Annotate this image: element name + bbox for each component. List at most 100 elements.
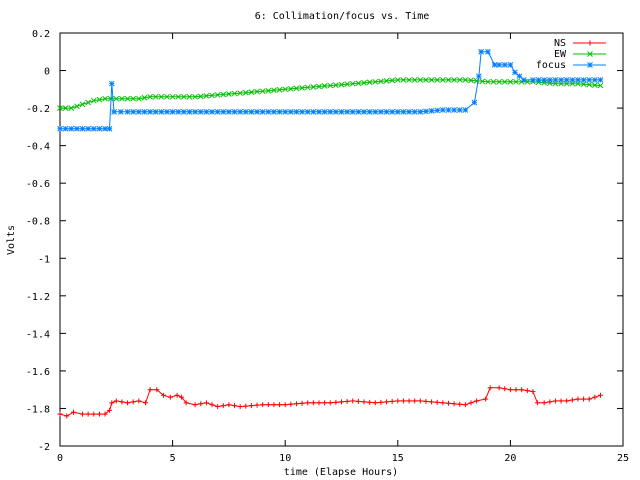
data-point-ns xyxy=(569,397,575,403)
data-point-focus xyxy=(197,108,204,115)
data-point-ns xyxy=(293,401,299,407)
data-point-ew xyxy=(372,78,379,85)
data-point-focus xyxy=(248,108,255,115)
x-tick-label: 20 xyxy=(504,453,516,464)
data-point-focus xyxy=(552,77,559,83)
data-point-ns xyxy=(113,398,119,404)
data-point-focus xyxy=(406,108,412,115)
data-point-focus xyxy=(428,108,435,114)
data-point-focus xyxy=(276,108,283,115)
data-point-focus xyxy=(361,108,367,115)
data-point-ns xyxy=(136,398,142,404)
data-point-ns xyxy=(147,387,153,393)
data-point-ew xyxy=(417,77,424,83)
x-tick-label: 5 xyxy=(170,453,176,464)
data-point-focus xyxy=(462,107,469,113)
data-point-ns xyxy=(384,399,390,405)
data-point-ew xyxy=(580,81,587,88)
data-point-ns xyxy=(333,399,339,405)
legend-marker xyxy=(587,40,593,46)
data-point-focus xyxy=(310,108,317,115)
data-point-focus xyxy=(316,108,322,115)
data-point-ew xyxy=(485,78,491,85)
legend-label: focus xyxy=(536,60,566,71)
data-point-ns xyxy=(457,401,463,407)
data-point-ns xyxy=(534,400,540,406)
data-point-focus xyxy=(344,108,350,115)
data-point-ew xyxy=(85,99,92,106)
data-point-ns xyxy=(344,398,350,404)
data-point-ew xyxy=(74,103,80,110)
data-point-ns xyxy=(91,411,97,417)
data-point-ns xyxy=(327,400,333,406)
data-point-ew xyxy=(366,79,373,86)
data-point-ns xyxy=(260,402,266,408)
data-point-ns xyxy=(179,394,185,400)
legend-label: NS xyxy=(554,38,566,49)
data-point-ew xyxy=(175,93,182,100)
data-point-focus xyxy=(102,125,108,132)
data-point-ns xyxy=(339,399,344,405)
data-point-ns xyxy=(130,399,136,405)
data-point-focus xyxy=(349,108,356,115)
data-point-focus xyxy=(220,108,227,115)
data-point-ew xyxy=(293,85,300,92)
data-point-ns xyxy=(226,402,232,408)
data-point-ns xyxy=(237,404,243,410)
data-point-ew xyxy=(406,77,412,83)
data-point-focus xyxy=(214,108,221,115)
data-point-ns xyxy=(64,413,70,419)
data-point-focus xyxy=(530,77,536,83)
data-point-ns xyxy=(174,392,180,398)
data-point-ns xyxy=(361,399,367,405)
data-point-ns xyxy=(192,402,198,408)
y-tick-label: -1.4 xyxy=(26,329,50,340)
data-point-ns xyxy=(322,400,328,406)
data-point-ns xyxy=(350,398,356,404)
data-point-ew xyxy=(248,89,255,95)
data-point-focus xyxy=(512,69,518,76)
data-point-ns xyxy=(487,385,493,391)
data-point-focus xyxy=(558,77,564,83)
data-point-ns xyxy=(167,394,173,400)
data-point-focus xyxy=(192,108,198,115)
data-point-ns xyxy=(310,400,316,406)
data-point-focus xyxy=(62,125,69,132)
data-point-ns xyxy=(220,403,226,409)
data-point-ns xyxy=(243,403,249,409)
data-point-ns xyxy=(445,400,451,406)
x-tick-label: 25 xyxy=(617,453,629,464)
data-point-ew xyxy=(152,93,159,100)
data-point-focus xyxy=(439,107,446,113)
data-point-ns xyxy=(474,398,480,404)
data-point-focus xyxy=(181,108,187,115)
data-point-ew xyxy=(349,80,356,87)
data-point-focus xyxy=(152,108,159,115)
data-point-ew xyxy=(226,91,232,97)
data-point-ns xyxy=(524,388,530,394)
data-point-focus xyxy=(535,77,542,83)
data-point-focus xyxy=(186,108,193,115)
data-point-focus xyxy=(231,108,238,115)
data-point-focus xyxy=(111,108,117,115)
data-point-focus xyxy=(304,108,311,115)
data-point-ns xyxy=(265,402,271,408)
data-point-focus xyxy=(456,107,463,113)
y-tick-label: -0.8 xyxy=(26,217,50,228)
data-point-ew xyxy=(130,95,137,102)
data-point-focus xyxy=(299,108,305,115)
data-point-focus xyxy=(108,80,115,87)
data-point-ns xyxy=(468,400,474,406)
data-point-ns xyxy=(502,386,508,392)
data-point-ew xyxy=(271,87,277,94)
data-point-focus xyxy=(175,108,182,115)
data-point-ew xyxy=(451,77,457,83)
series-ew xyxy=(57,77,604,111)
data-point-ew xyxy=(57,105,63,111)
data-point-ew xyxy=(361,79,367,86)
y-tick-label: -1.6 xyxy=(26,367,50,378)
x-axis-title: time (Elapse Hours) xyxy=(284,467,398,478)
data-point-ew xyxy=(265,87,272,94)
data-point-ew xyxy=(456,77,463,83)
data-point-focus xyxy=(597,77,604,83)
